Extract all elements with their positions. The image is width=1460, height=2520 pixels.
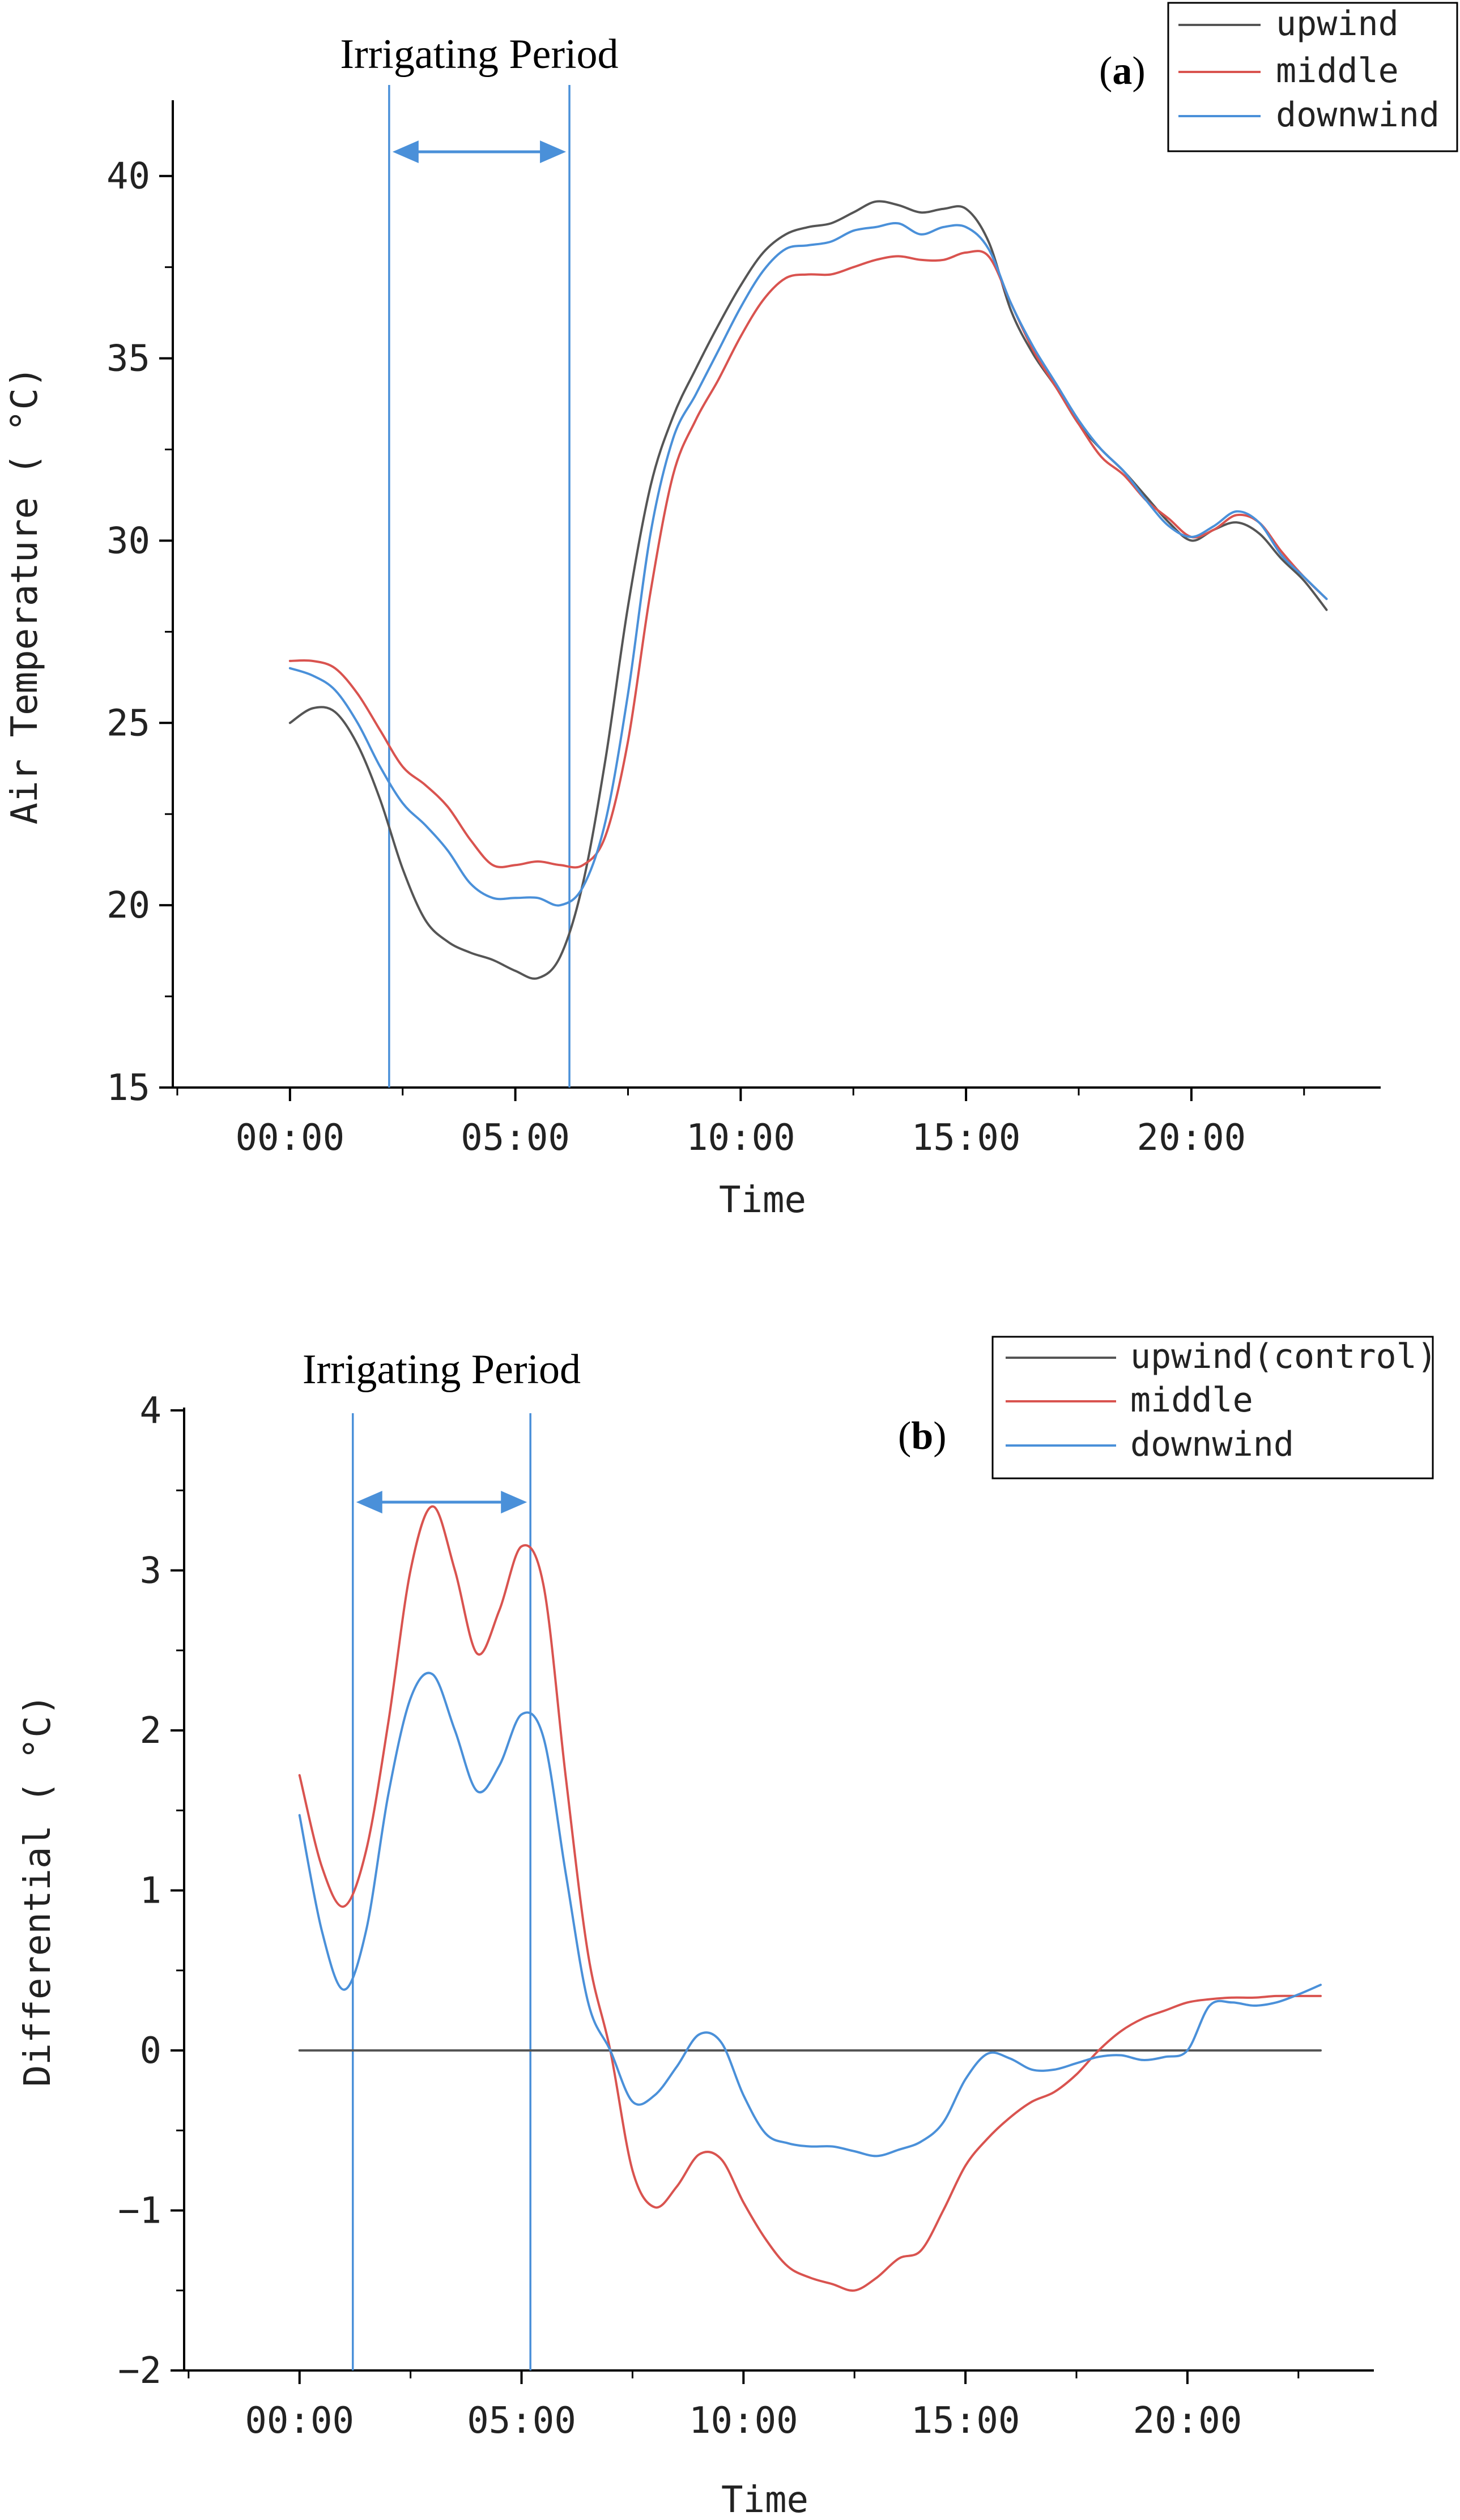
arrow-left-icon — [392, 140, 419, 163]
series-line-upwind — [288, 200, 1328, 980]
x-tick-label: 20:00 — [1137, 1117, 1246, 1159]
y-axis-title: Differential ( °C) — [17, 1694, 59, 2087]
x-tick-label: 05:00 — [461, 1117, 570, 1159]
x-tick-label: 10:00 — [689, 2400, 798, 2442]
legend-label: downwind — [1276, 95, 1440, 135]
series-line-middle — [298, 1505, 1322, 2292]
y-tick-label: −2 — [118, 2350, 161, 2392]
panel-label: (b) — [898, 1414, 947, 1458]
y-tick-label: −1 — [118, 2190, 161, 2232]
legend-box — [991, 1336, 1434, 1479]
y-tick-label: 1 — [139, 1870, 161, 1912]
panel-label-letter: a — [1112, 49, 1132, 93]
panel-label-letter: b — [911, 1414, 933, 1458]
legend-label: upwind — [1276, 4, 1399, 44]
y-tick-label: 15 — [107, 1067, 150, 1109]
x-axis-title: Time — [721, 2479, 808, 2520]
legend-label: upwind(control) — [1130, 1337, 1437, 1376]
chart-panel-b: −2 −1 0 1 2 3 4 00:00 05:00 10:00 15:00 20:00 Time Di… — [17, 1336, 1437, 2520]
legend-label: middle — [1276, 51, 1399, 91]
x-tick-label: 15:00 — [911, 2400, 1020, 2442]
legend-label: middle — [1130, 1380, 1253, 1420]
y-tick-label: 20 — [107, 885, 150, 927]
series-line-downwind — [298, 1672, 1322, 2157]
irrigating-period-label: Irrigating Period — [340, 31, 618, 78]
y-tick-label: 4 — [139, 1390, 161, 1432]
y-tick-label: 35 — [107, 338, 150, 380]
x-tick-label: 15:00 — [912, 1117, 1021, 1159]
y-tick-label: 0 — [139, 2030, 161, 2072]
chart-panel-a: 15 20 25 30 35 40 00:00 05:00 10:00 15:00 20:00 Tim… — [4, 2, 1458, 1221]
y-tick-label: 25 — [107, 702, 150, 744]
legend-box — [1167, 2, 1458, 152]
x-axis-title: Time — [719, 1179, 806, 1221]
x-tick-label: 05:00 — [467, 2400, 576, 2442]
y-tick-label: 3 — [139, 1550, 161, 1592]
x-tick-label: 00:00 — [236, 1117, 345, 1159]
x-tick-label: 10:00 — [686, 1117, 795, 1159]
arrow-right-icon — [501, 1491, 527, 1513]
panel-label: (a) — [1099, 49, 1146, 93]
x-tick-label: 20:00 — [1133, 2400, 1242, 2442]
x-tick-label: 00:00 — [245, 2400, 354, 2442]
irrigating-period-label: Irrigating Period — [303, 1346, 581, 1393]
arrow-right-icon — [540, 140, 567, 163]
arrow-left-icon — [356, 1491, 382, 1513]
y-axis-title: Air Temperature ( °C) — [4, 366, 46, 824]
y-tick-label: 2 — [139, 1710, 161, 1752]
legend-label: downwind — [1130, 1425, 1294, 1464]
series-line-middle — [288, 250, 1328, 869]
y-tick-label: 30 — [107, 520, 150, 562]
y-tick-label: 40 — [107, 156, 150, 198]
series-line-downwind — [288, 221, 1328, 907]
